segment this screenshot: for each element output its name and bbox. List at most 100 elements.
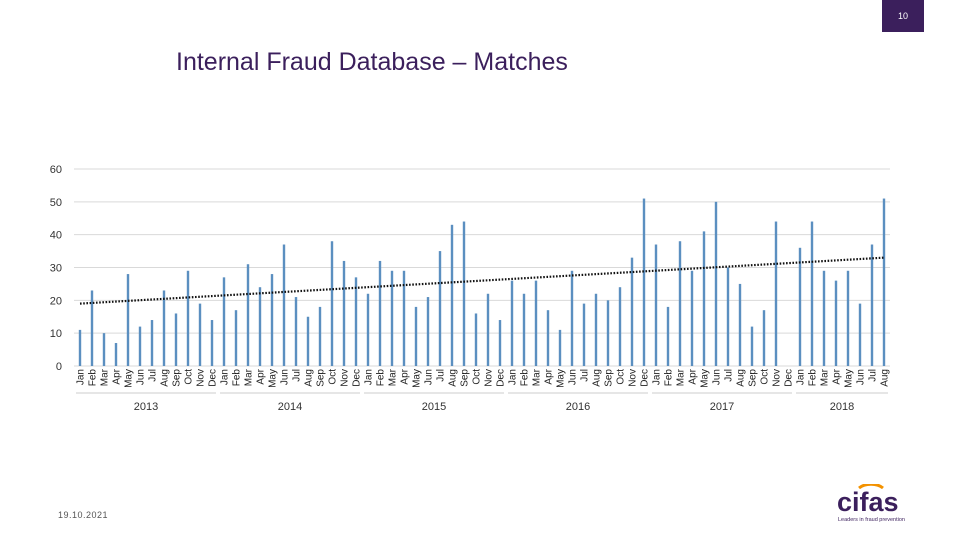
chart-gridlines [74,168,890,367]
bar [222,277,226,366]
bar [438,251,442,366]
bar [774,221,778,366]
bar [858,303,862,366]
bar [150,320,154,366]
y-tick-label: 60 [50,164,62,176]
bar [354,277,358,366]
y-axis-tick-labels: 0 10 20 30 40 50 60 [50,164,62,373]
year-label: 2018 [830,401,854,413]
bar [870,244,874,366]
month-label: Jul [292,369,303,382]
month-label: Mar [532,368,543,386]
bar [114,343,118,366]
bar [414,306,418,366]
month-label: Feb [808,369,819,387]
month-label: Sep [460,369,471,387]
bar [426,297,430,366]
month-label: Aug [592,369,603,387]
bar [294,297,298,366]
month-label: Jun [856,369,867,385]
bar [846,270,850,366]
x-axis-month-labels: Jan Feb Mar Apr May Jun Jul Aug Sep Oct Nov Dec Jan F… [76,368,891,388]
bar [270,274,274,366]
bar [282,244,286,366]
bar [78,329,82,366]
y-tick-label: 10 [50,328,62,340]
month-label: Aug [880,369,891,387]
month-label: Oct [616,369,627,385]
month-label: Aug [304,369,315,387]
bar [618,287,622,366]
bar [810,221,814,366]
month-label: May [268,369,279,388]
bar [822,270,826,366]
bar [198,303,202,366]
chart-bars [78,198,886,366]
month-label: Jan [796,369,807,385]
slide-title: Internal Fraud Database – Matches [176,48,568,76]
bar [450,224,454,366]
month-label: Jun [712,369,723,385]
month-label: Sep [604,369,615,387]
bar [174,313,178,366]
bar [186,270,190,366]
month-label: Feb [376,369,387,387]
year-label: 2014 [278,401,302,413]
month-label: May [844,369,855,388]
month-label: Jan [76,369,87,385]
bar [726,267,730,366]
month-label: Dec [640,369,651,387]
month-label: May [556,369,567,388]
logo-wordmark: cifas [837,487,899,517]
month-label: Aug [448,369,459,387]
month-label: Sep [748,369,759,387]
y-tick-label: 30 [50,263,62,275]
month-label: Nov [628,369,639,387]
month-label: Apr [688,368,699,384]
month-label: Mar [244,368,255,386]
month-label: Nov [196,369,207,387]
month-label: Apr [832,368,843,384]
bar [306,316,310,366]
month-label: Jul [868,369,879,382]
year-label: 2015 [422,401,446,413]
month-label: Oct [760,369,771,385]
bar [678,241,682,366]
bar [162,290,166,366]
month-label: Mar [676,368,687,386]
bar [522,293,526,366]
presentation-date: 19.10.2021 [58,510,109,520]
month-label: Sep [172,369,183,387]
month-label: Apr [400,368,411,384]
x-axis-year-labels: 2013 2014 2015 2016 2017 2018 [76,392,888,413]
bar [366,293,370,366]
bar [690,270,694,366]
month-label: Nov [772,369,783,387]
month-label: May [412,369,423,388]
cifas-logo-mark: cifas Leaders in fraud prevention [837,482,905,523]
bar [534,280,538,366]
logo-swoosh [858,482,884,490]
trendline-group [79,256,885,305]
bar [342,260,346,366]
bar [378,260,382,366]
bar [606,300,610,366]
month-label: Feb [232,369,243,387]
bar [486,293,490,366]
year-label: 2013 [134,401,158,413]
month-label: Oct [328,369,339,385]
bar [102,333,106,366]
month-label: May [700,369,711,388]
month-label: Apr [112,368,123,384]
bar [138,326,142,366]
month-label: Mar [100,368,111,386]
bar [738,283,742,366]
month-label: Jul [724,369,735,382]
month-label: Oct [472,369,483,385]
year-label: 2016 [566,401,590,413]
bar [666,306,670,366]
bar [246,264,250,366]
bar [126,274,130,366]
month-label: Jun [280,369,291,385]
